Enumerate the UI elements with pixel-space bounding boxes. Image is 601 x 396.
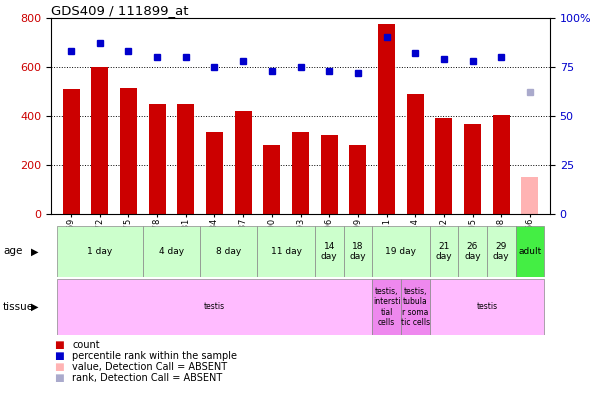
Text: percentile rank within the sample: percentile rank within the sample <box>72 350 237 361</box>
Bar <box>320 135 338 214</box>
Text: count: count <box>72 339 100 350</box>
Text: GDS409 / 111899_at: GDS409 / 111899_at <box>51 4 189 17</box>
Bar <box>234 111 252 214</box>
Text: ■: ■ <box>54 373 64 383</box>
Text: testis,
intersti
tial
cells: testis, intersti tial cells <box>373 287 400 327</box>
Text: 29
day: 29 day <box>493 242 510 261</box>
Bar <box>493 114 510 214</box>
Text: testis: testis <box>204 303 225 311</box>
Bar <box>430 226 458 277</box>
Text: age: age <box>3 246 22 257</box>
Text: 1 day: 1 day <box>87 247 112 256</box>
Bar <box>206 132 223 214</box>
Bar <box>458 226 487 277</box>
Bar <box>487 226 516 277</box>
Bar <box>378 24 395 214</box>
Text: 18
day: 18 day <box>350 242 366 261</box>
Bar <box>315 226 344 277</box>
Text: 4 day: 4 day <box>159 247 184 256</box>
Bar <box>406 94 424 214</box>
Bar <box>430 279 544 335</box>
Bar <box>372 279 401 335</box>
Text: 19 day: 19 day <box>385 247 416 256</box>
Bar <box>464 124 481 214</box>
Bar <box>292 132 309 214</box>
Bar <box>401 279 430 335</box>
Text: ▶: ▶ <box>31 246 38 257</box>
Text: 14
day: 14 day <box>321 242 338 261</box>
Bar <box>143 226 200 277</box>
Bar <box>344 226 372 277</box>
Text: adult: adult <box>518 247 542 256</box>
Bar <box>521 177 538 214</box>
Text: ■: ■ <box>54 362 64 372</box>
Bar <box>372 226 430 277</box>
Bar <box>148 104 166 214</box>
Text: value, Detection Call = ABSENT: value, Detection Call = ABSENT <box>72 362 227 372</box>
Bar <box>57 279 372 335</box>
Bar <box>91 67 108 214</box>
Text: testis: testis <box>476 303 498 311</box>
Bar <box>257 226 315 277</box>
Bar <box>435 118 453 214</box>
Text: ■: ■ <box>54 339 64 350</box>
Bar <box>57 226 143 277</box>
Bar <box>516 226 544 277</box>
Text: testis,
tubula
r soma
tic cells: testis, tubula r soma tic cells <box>401 287 430 327</box>
Text: 11 day: 11 day <box>270 247 302 256</box>
Bar <box>120 88 137 214</box>
Bar <box>263 145 281 214</box>
Bar <box>349 145 367 214</box>
Text: tissue: tissue <box>3 302 34 312</box>
Text: rank, Detection Call = ABSENT: rank, Detection Call = ABSENT <box>72 373 222 383</box>
Bar <box>63 89 80 214</box>
Text: ■: ■ <box>54 350 64 361</box>
Text: ▶: ▶ <box>31 302 38 312</box>
Text: 8 day: 8 day <box>216 247 242 256</box>
Bar <box>200 226 257 277</box>
Bar <box>177 104 195 214</box>
Text: 26
day: 26 day <box>464 242 481 261</box>
Text: 21
day: 21 day <box>436 242 452 261</box>
